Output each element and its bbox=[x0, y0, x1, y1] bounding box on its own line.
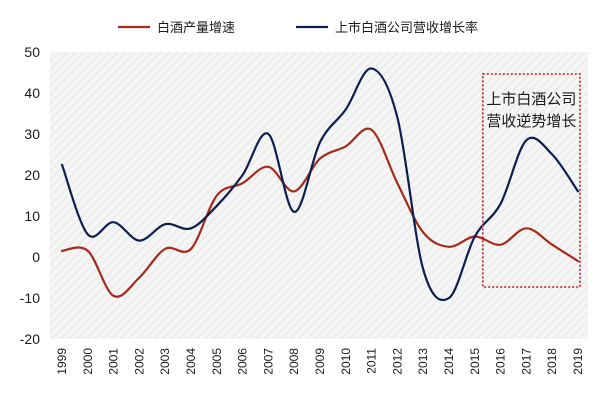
x-tick-label: 2009 bbox=[313, 348, 327, 375]
annotation-box bbox=[481, 73, 581, 288]
annotation-text-line-2: 营收逆势增长 bbox=[486, 112, 576, 130]
x-tick-label: 2012 bbox=[390, 348, 404, 375]
x-tick-label: 2006 bbox=[236, 348, 250, 375]
x-tick-label: 2002 bbox=[132, 348, 146, 375]
y-tick-label: 30 bbox=[24, 126, 40, 142]
x-tick-label: 2013 bbox=[416, 348, 430, 375]
x-tick-label: 2011 bbox=[365, 348, 379, 374]
x-tick-label: 2017 bbox=[519, 348, 533, 375]
y-tick-label: 40 bbox=[24, 85, 40, 101]
x-tick-label: 2018 bbox=[545, 348, 559, 375]
x-tick-label: 2016 bbox=[494, 348, 508, 375]
legend-label-series-1: 白酒产量增速 bbox=[157, 20, 235, 36]
series-lines bbox=[60, 67, 580, 302]
y-tick-label: 20 bbox=[24, 167, 40, 183]
legend-label-series-2: 上市白酒公司营收增长率 bbox=[335, 20, 478, 36]
x-tick-label: 2008 bbox=[287, 348, 301, 375]
series-line-1 bbox=[60, 127, 580, 298]
x-tick-label: 2004 bbox=[184, 348, 198, 375]
x-tick-label: 2007 bbox=[261, 348, 275, 375]
x-tick-label: 1999 bbox=[55, 348, 69, 375]
y-tick-label: -10 bbox=[20, 290, 40, 306]
x-tick-label: 2014 bbox=[442, 348, 456, 375]
annotation-text-line-1: 上市白酒公司 bbox=[486, 90, 576, 108]
y-axis-ticks: 50 40 30 20 10 0 -10 -20 bbox=[20, 44, 40, 347]
y-tick-label: 10 bbox=[24, 208, 40, 224]
x-tick-label: 2000 bbox=[81, 348, 95, 375]
x-axis-ticks: 1999 2000 2001 2002 2003 2004 2005 2006 2007 2008… bbox=[55, 348, 585, 375]
series-line-2 bbox=[60, 67, 580, 302]
x-tick-label: 2003 bbox=[158, 348, 172, 375]
y-tick-label: 0 bbox=[32, 249, 40, 265]
x-tick-label: 2010 bbox=[339, 348, 353, 375]
y-tick-label: 50 bbox=[24, 44, 40, 60]
x-tick-label: 2001 bbox=[107, 348, 121, 375]
y-tick-label: -20 bbox=[20, 331, 40, 347]
x-tick-label: 2005 bbox=[210, 348, 224, 375]
x-tick-label: 2015 bbox=[468, 348, 482, 375]
x-tick-label: 2019 bbox=[571, 348, 585, 375]
plot-area bbox=[50, 52, 588, 339]
legend: 白酒产量增速 上市白酒公司营收增长率 bbox=[118, 20, 478, 36]
